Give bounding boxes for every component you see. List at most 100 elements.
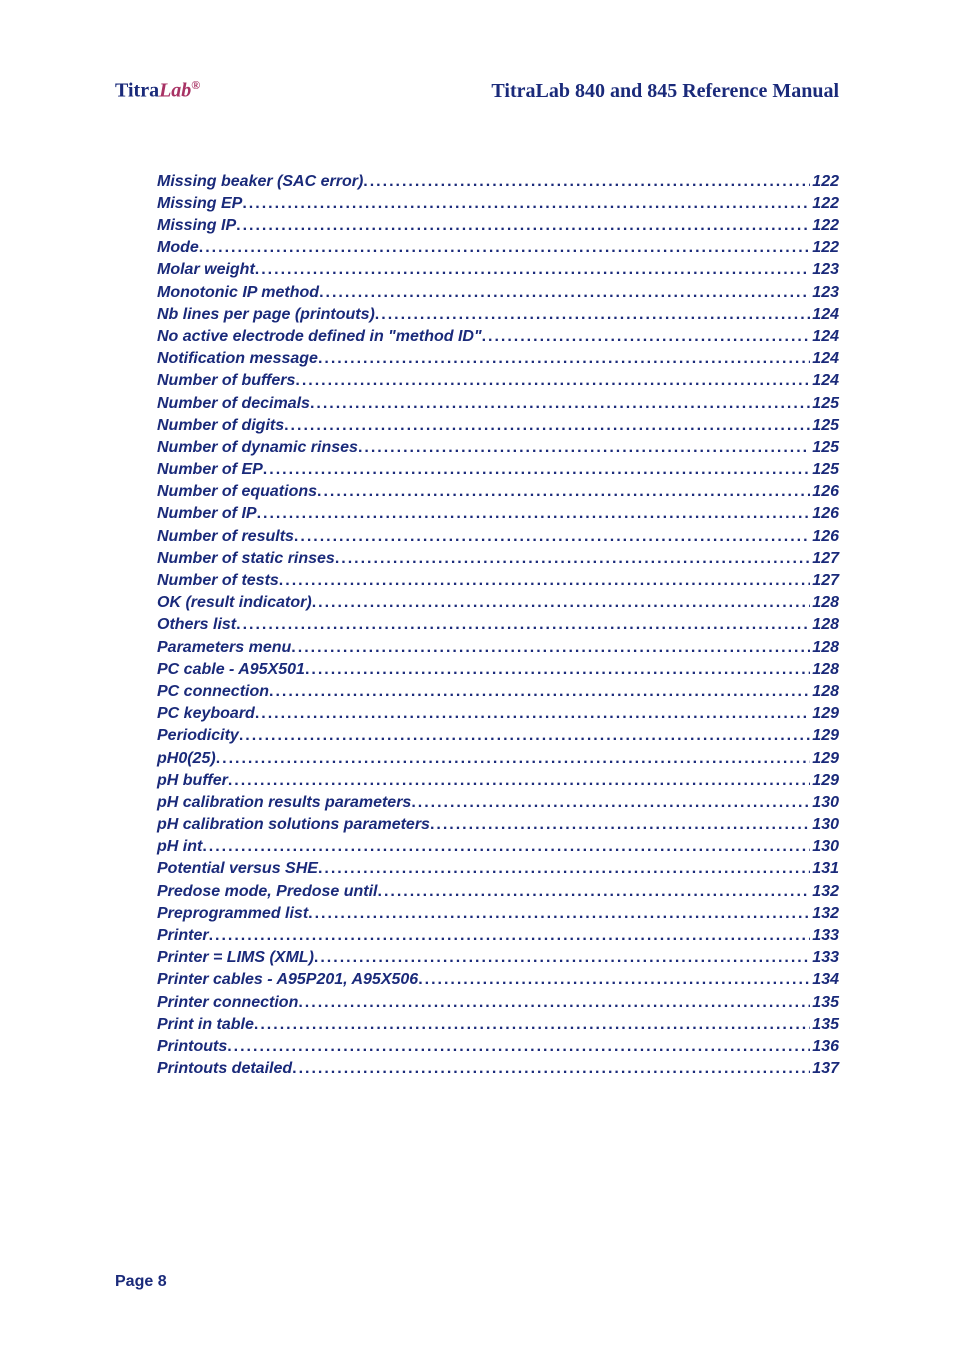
toc-entry-title: Molar weight (157, 261, 255, 279)
toc-leader-dots (202, 838, 810, 856)
toc-entry[interactable]: Missing beaker (SAC error)122 (157, 173, 839, 191)
toc-entry-title: Number of tests (157, 572, 279, 590)
toc-entry-page: 125 (810, 417, 839, 435)
toc-entry-page: 134 (810, 971, 839, 989)
toc-leader-dots (378, 883, 811, 901)
toc-entry-title: Printer = LIMS (XML) (157, 949, 314, 967)
toc-entry-page: 124 (810, 306, 839, 324)
toc-entry-title: Number of dynamic rinses (157, 439, 358, 457)
toc-entry-page: 133 (810, 949, 839, 967)
toc-entry[interactable]: Number of results126 (157, 528, 839, 546)
toc-entry-page: 126 (810, 483, 839, 501)
brand-suffix: Lab (159, 80, 191, 102)
toc-entry-title: Printer connection (157, 994, 298, 1012)
toc-entry-title: Printouts detailed (157, 1060, 292, 1078)
toc-entry[interactable]: Printer connection 135 (157, 994, 839, 1012)
toc-entry[interactable]: PC keyboard129 (157, 705, 839, 723)
toc-entry-title: pH calibration results parameters (157, 794, 411, 812)
toc-leader-dots (319, 284, 810, 302)
toc-entry[interactable]: Printer = LIMS (XML) 133 (157, 949, 839, 967)
toc-entry[interactable]: Printer cables - A95P201, A95X506 134 (157, 971, 839, 989)
toc-entry[interactable]: Missing EP122 (157, 195, 839, 213)
toc-entry[interactable]: pH buffer129 (157, 772, 839, 790)
toc-entry[interactable]: Predose mode, Predose until132 (157, 883, 839, 901)
toc-entry[interactable]: Number of EP125 (157, 461, 839, 479)
toc-leader-dots (242, 195, 810, 213)
toc-entry-page: 123 (810, 261, 839, 279)
toc-entry[interactable]: PC connection 128 (157, 683, 839, 701)
toc-entry[interactable]: OK (result indicator)128 (157, 594, 839, 612)
toc-entry-title: Notification message (157, 350, 318, 368)
toc-entry-title: Printer cables - A95P201, A95X506 (157, 971, 418, 989)
toc-entry[interactable]: Molar weight 123 (157, 261, 839, 279)
toc-leader-dots (312, 594, 811, 612)
toc-entry[interactable]: Number of IP126 (157, 505, 839, 523)
toc-leader-dots (279, 572, 811, 590)
toc-entry[interactable]: No active electrode defined in "method I… (157, 328, 839, 346)
toc-entry[interactable]: Nb lines per page (printouts)124 (157, 306, 839, 324)
toc-entry[interactable]: Monotonic IP method123 (157, 284, 839, 302)
toc-entry[interactable]: pH calibration results parameters130 (157, 794, 839, 812)
toc-entry-title: Number of EP (157, 461, 263, 479)
toc-entry[interactable]: Printouts detailed 137 (157, 1060, 839, 1078)
toc-leader-dots (310, 395, 810, 413)
toc-entry[interactable]: Number of decimals125 (157, 395, 839, 413)
toc-entry[interactable]: Notification message124 (157, 350, 839, 368)
toc-entry-title: PC cable - A95X501 (157, 661, 305, 679)
toc-entry[interactable]: Parameters menu128 (157, 639, 839, 657)
toc-entry-page: 133 (810, 927, 839, 945)
toc-entry[interactable]: Mode122 (157, 239, 839, 257)
toc-entry-page: 126 (810, 505, 839, 523)
toc-entry-page: 128 (810, 594, 839, 612)
toc-leader-dots (228, 772, 810, 790)
toc-leader-dots (269, 683, 810, 701)
toc-entry[interactable]: Potential versus SHE131 (157, 860, 839, 878)
toc-leader-dots (263, 461, 811, 479)
toc-entry[interactable]: pH int130 (157, 838, 839, 856)
toc-entry[interactable]: Number of digits 125 (157, 417, 839, 435)
toc-entry-page: 128 (810, 683, 839, 701)
toc-leader-dots (236, 217, 810, 235)
toc-entry[interactable]: Number of tests127 (157, 572, 839, 590)
toc-entry[interactable]: Printouts136 (157, 1038, 839, 1056)
toc-entry-title: Monotonic IP method (157, 284, 319, 302)
toc-entry-page: 130 (810, 838, 839, 856)
toc-leader-dots (257, 505, 811, 523)
toc-entry[interactable]: Printer 133 (157, 927, 839, 945)
toc-entry-title: Printer (157, 927, 209, 945)
toc-entry[interactable]: Number of buffers124 (157, 372, 839, 390)
toc-leader-dots (358, 439, 810, 457)
toc-entry[interactable]: Periodicity129 (157, 727, 839, 745)
toc-entry[interactable]: pH0(25)129 (157, 750, 839, 768)
toc-entry-title: Number of digits (157, 417, 284, 435)
toc-entry[interactable]: Missing IP122 (157, 217, 839, 235)
toc-entry[interactable]: Number of dynamic rinses125 (157, 439, 839, 457)
toc-entry-page: 129 (810, 727, 839, 745)
toc-entry-title: Print in table (157, 1016, 254, 1034)
toc-leader-dots (209, 927, 811, 945)
toc-entry[interactable]: Others list128 (157, 616, 839, 634)
brand-logo: TitraLab® (115, 78, 200, 103)
toc-entry-page: 129 (810, 772, 839, 790)
toc-leader-dots (317, 483, 810, 501)
toc-entry-title: PC connection (157, 683, 269, 701)
toc-entry[interactable]: PC cable - A95X501128 (157, 661, 839, 679)
page-header: TitraLab® TitraLab 840 and 845 Reference… (115, 78, 839, 103)
toc-entry[interactable]: Number of equations126 (157, 483, 839, 501)
toc-leader-dots (216, 750, 811, 768)
toc-entry-page: 129 (810, 750, 839, 768)
toc-entry[interactable]: pH calibration solutions parameters130 (157, 816, 839, 834)
toc-leader-dots (227, 1038, 810, 1056)
brand-prefix: Titra (115, 80, 159, 102)
toc-leader-dots (318, 350, 810, 368)
toc-leader-dots (291, 639, 810, 657)
toc-entry[interactable]: Number of static rinses127 (157, 550, 839, 568)
toc-entry-page: 128 (810, 616, 839, 634)
toc-entry-title: Number of results (157, 528, 294, 546)
toc-entry[interactable]: Print in table135 (157, 1016, 839, 1034)
toc-entry-page: 135 (810, 994, 839, 1012)
manual-title: TitraLab 840 and 845 Reference Manual (491, 80, 839, 103)
toc-leader-dots (239, 727, 810, 745)
toc-entry-page: 137 (810, 1060, 839, 1078)
toc-entry[interactable]: Preprogrammed list132 (157, 905, 839, 923)
